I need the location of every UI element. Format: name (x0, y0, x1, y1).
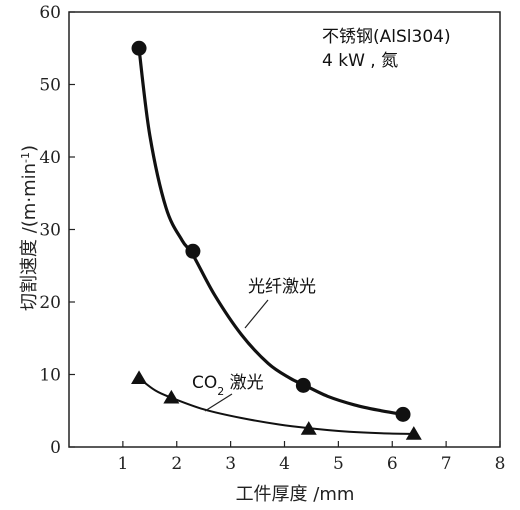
series-label-fiber-leader (244, 299, 269, 329)
x-tick-label-7: 8 (495, 454, 506, 474)
series-0-line (137, 46, 405, 416)
x-axis-title: 工件厚度 /mm (236, 484, 355, 505)
x-tick-label-5: 6 (387, 454, 398, 474)
series-1-point-2 (300, 421, 317, 435)
series-label-fiber: 光纤激光 (248, 277, 316, 297)
y-tick-label-0: 0 (50, 438, 61, 458)
tick-labels: 1 2 3 4 5 6 7 8 0 10 20 30 40 50 60 (39, 3, 505, 474)
y-tick-label-2: 20 (39, 293, 61, 313)
series-markers (131, 40, 422, 440)
x-tick-label-2: 3 (225, 454, 236, 474)
x-tick-label-0: 1 (117, 454, 128, 474)
series-1-point-0 (131, 370, 148, 384)
y-tick-label-4: 40 (39, 148, 61, 168)
y-tick-label-5: 50 (39, 76, 61, 96)
series-0-point-1 (185, 243, 201, 259)
series-1-point-3 (405, 426, 422, 440)
y-tick-label-1: 10 (39, 366, 61, 386)
x-tick-label-6: 7 (441, 454, 452, 474)
axes (68, 11, 501, 448)
series-label-co2: CO2 激光 (192, 373, 264, 398)
series-0-point-0 (131, 40, 147, 56)
series-0-point-3 (395, 406, 411, 422)
series-curves (137, 46, 415, 435)
series-0-point-2 (295, 377, 311, 393)
annotation-material: 不锈钢(AlSl304) (322, 27, 451, 47)
x-tick-label-3: 4 (279, 454, 290, 474)
x-tick-label-1: 2 (171, 454, 182, 474)
series-label-co2-leader (204, 393, 233, 412)
y-tick-label-6: 60 (39, 3, 61, 23)
series-1-point-1 (163, 389, 180, 404)
series-1-line (138, 377, 415, 435)
x-tick-label-4: 5 (333, 454, 344, 474)
annotation-power-gas: 4 kW , 氮 (322, 51, 398, 71)
y-tick-label-3: 30 (39, 221, 61, 241)
y-axis-title: 切割速度 /(m·min-1) (19, 145, 41, 311)
